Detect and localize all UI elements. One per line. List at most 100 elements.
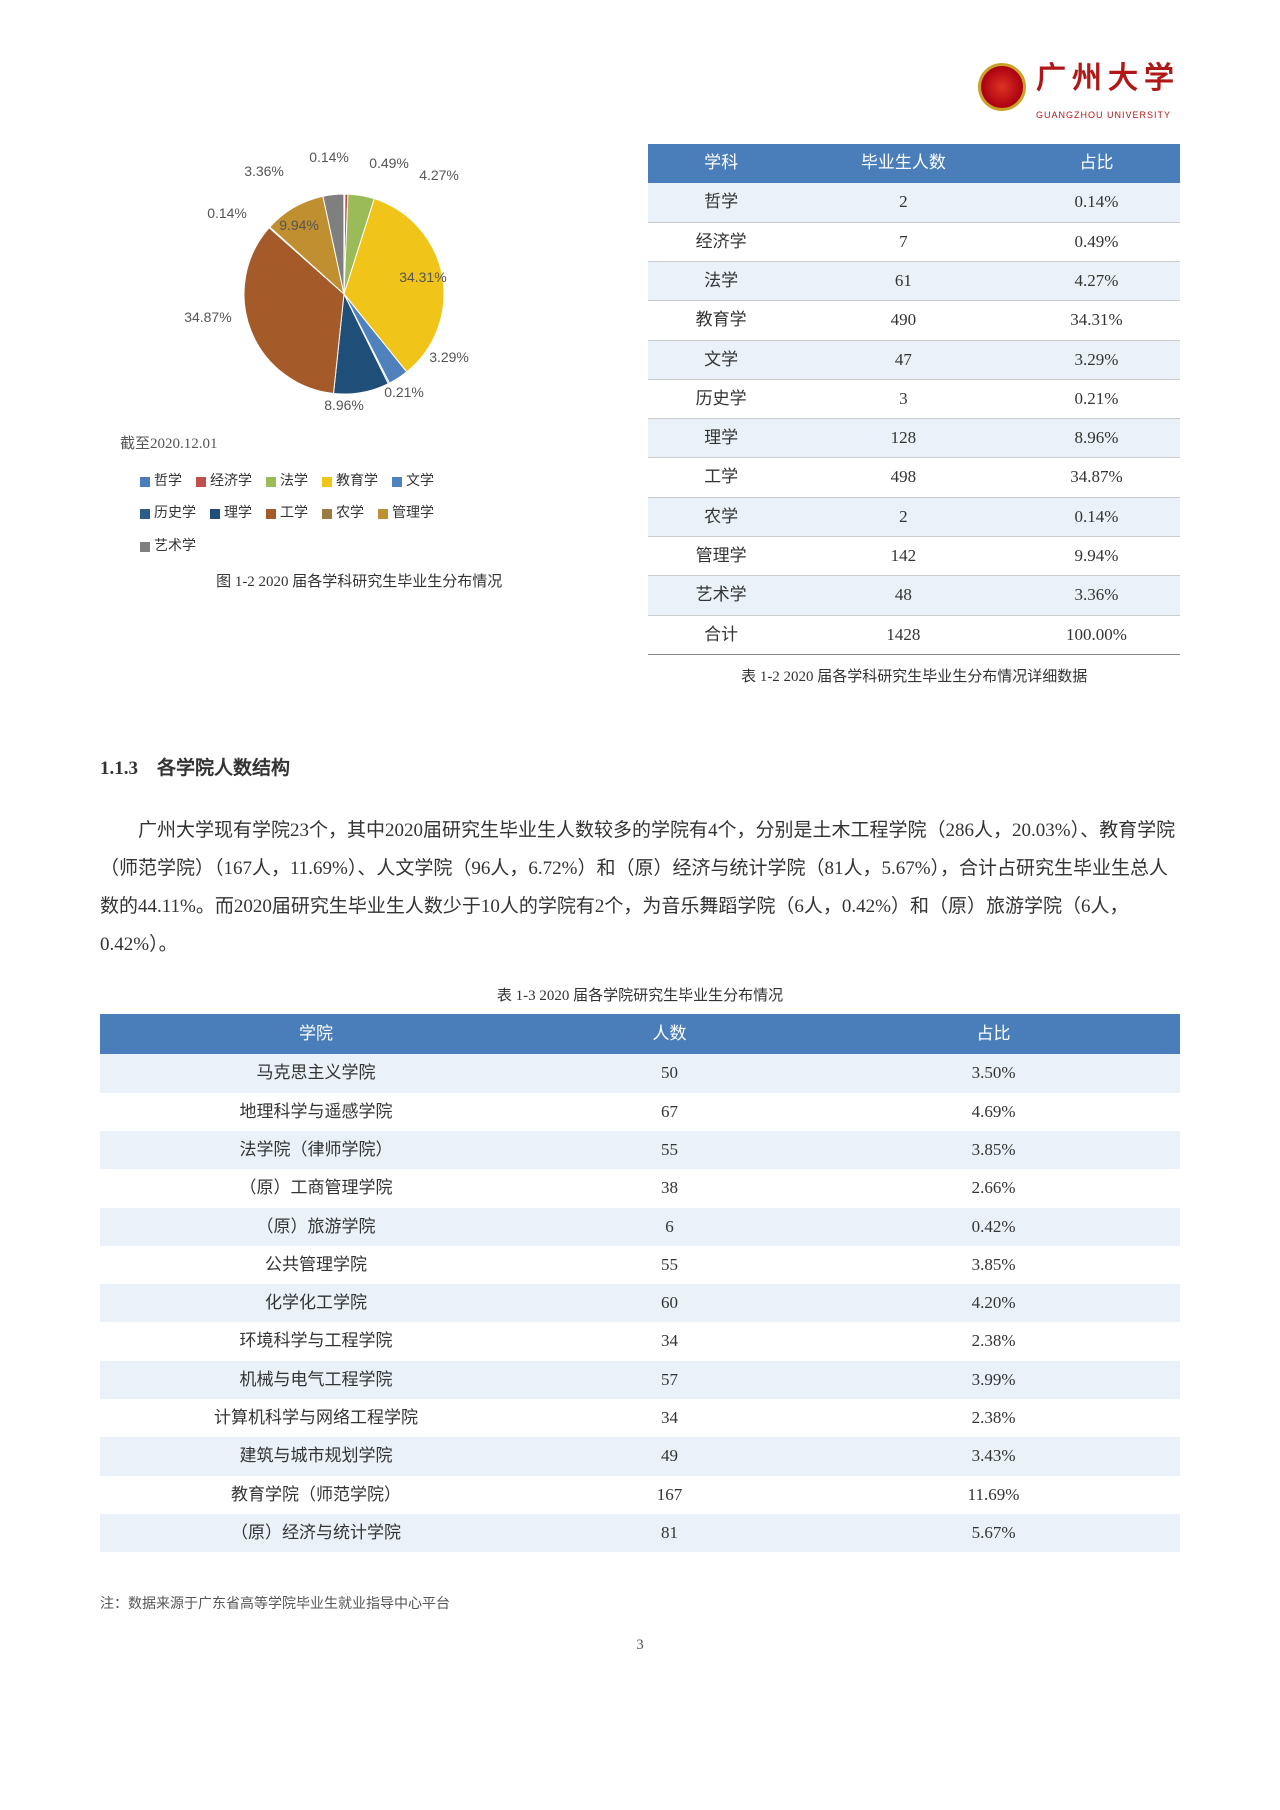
- table-cell: 81: [532, 1514, 807, 1552]
- table-row: 法学614.27%: [648, 261, 1180, 300]
- pie-legend: 哲学经济学法学教育学文学历史学理学工学农学管理学艺术学: [140, 469, 480, 561]
- table-cell: 128: [794, 419, 1013, 458]
- table2-caption: 表 1-3 2020 届各学院研究生毕业生分布情况: [100, 982, 1180, 1011]
- legend-item: 法学: [266, 469, 308, 496]
- pie-caption: 图 1-2 2020 届各学科研究生毕业生分布情况: [100, 568, 618, 597]
- table-header-cell: 学院: [100, 1014, 532, 1054]
- table-row: 计算机科学与网络工程学院342.38%: [100, 1399, 1180, 1437]
- table-cell: 167: [532, 1476, 807, 1514]
- pie-slice-label: 3.36%: [244, 158, 284, 185]
- table-cell: 2.38%: [807, 1399, 1180, 1437]
- legend-item: 教育学: [322, 469, 378, 496]
- legend-item: 文学: [392, 469, 434, 496]
- table1-column: 学科毕业生人数占比哲学20.14%经济学70.49%法学614.27%教育学49…: [648, 144, 1180, 691]
- table-cell: 艺术学: [648, 576, 793, 615]
- table-cell: 3.36%: [1013, 576, 1180, 615]
- section-paragraph: 广州大学现有学院23个，其中2020届研究生毕业生人数较多的学院有4个，分别是土…: [100, 812, 1180, 964]
- legend-item: 艺术学: [140, 534, 196, 561]
- table-cell: 60: [532, 1284, 807, 1322]
- table-row: 教育学院（师范学院）16711.69%: [100, 1476, 1180, 1514]
- table-cell: 5.67%: [807, 1514, 1180, 1552]
- legend-swatch: [140, 542, 150, 552]
- table-row: 化学化工学院604.20%: [100, 1284, 1180, 1322]
- table-cell: 48: [794, 576, 1013, 615]
- table-cell: 57: [532, 1361, 807, 1399]
- table-cell: 法学院（律师学院）: [100, 1131, 532, 1169]
- college-table: 学院人数占比马克思主义学院503.50%地理科学与遥感学院674.69%法学院（…: [100, 1014, 1180, 1552]
- data-source-footnote: 注：数据来源于广东省高等学院毕业生就业指导中心平台: [100, 1592, 1180, 1619]
- table-row: 马克思主义学院503.50%: [100, 1054, 1180, 1092]
- table-cell: 理学: [648, 419, 793, 458]
- table-cell: 4.27%: [1013, 261, 1180, 300]
- table-row: 机械与电气工程学院573.99%: [100, 1361, 1180, 1399]
- table-cell: （原）经济与统计学院: [100, 1514, 532, 1552]
- table-header-cell: 人数: [532, 1014, 807, 1054]
- table-header-cell: 占比: [1013, 144, 1180, 183]
- table-cell: 教育学: [648, 301, 793, 340]
- table-cell: 61: [794, 261, 1013, 300]
- table-cell: 4.69%: [807, 1093, 1180, 1131]
- table-row: 地理科学与遥感学院674.69%: [100, 1093, 1180, 1131]
- legend-swatch: [140, 477, 150, 487]
- legend-label: 经济学: [210, 469, 252, 496]
- legend-item: 理学: [210, 501, 252, 528]
- legend-swatch: [322, 477, 332, 487]
- table-row: 历史学30.21%: [648, 379, 1180, 418]
- table-cell: 47: [794, 340, 1013, 379]
- table-cell: 马克思主义学院: [100, 1054, 532, 1092]
- table-cell: 文学: [648, 340, 793, 379]
- table-cell: 3.99%: [807, 1361, 1180, 1399]
- legend-swatch: [266, 477, 276, 487]
- pie-slice-label: 0.14%: [207, 200, 247, 227]
- table-row: （原）工商管理学院382.66%: [100, 1169, 1180, 1207]
- table-cell: 67: [532, 1093, 807, 1131]
- table-row: 管理学1429.94%: [648, 537, 1180, 576]
- pie-slice-label: 8.96%: [324, 392, 364, 419]
- table-row: 工学49834.87%: [648, 458, 1180, 497]
- legend-swatch: [378, 509, 388, 519]
- table-cell: 0.14%: [1013, 497, 1180, 536]
- legend-item: 管理学: [378, 501, 434, 528]
- table-row: 法学院（律师学院）553.85%: [100, 1131, 1180, 1169]
- table-cell: 3.50%: [807, 1054, 1180, 1092]
- table-cell: 计算机科学与网络工程学院: [100, 1399, 532, 1437]
- table-cell: 建筑与城市规划学院: [100, 1437, 532, 1475]
- table-cell: 机械与电气工程学院: [100, 1361, 532, 1399]
- table-row: （原）旅游学院60.42%: [100, 1208, 1180, 1246]
- table-header-cell: 毕业生人数: [794, 144, 1013, 183]
- legend-swatch: [266, 509, 276, 519]
- table-header-cell: 学科: [648, 144, 793, 183]
- logo-text: 广州大学 GUANGZHOU UNIVERSITY: [1036, 50, 1180, 124]
- legend-label: 管理学: [392, 501, 434, 528]
- table-cell: 49: [532, 1437, 807, 1475]
- legend-label: 理学: [224, 501, 252, 528]
- logo-seal-icon: [978, 63, 1026, 111]
- table-cell: 3: [794, 379, 1013, 418]
- table-row: 农学20.14%: [648, 497, 1180, 536]
- page-number: 3: [100, 1631, 1180, 1660]
- table-cell: 34: [532, 1399, 807, 1437]
- legend-label: 哲学: [154, 469, 182, 496]
- legend-item: 历史学: [140, 501, 196, 528]
- university-logo: 广州大学 GUANGZHOU UNIVERSITY: [100, 50, 1180, 124]
- table-cell: 3.85%: [807, 1246, 1180, 1284]
- table-cell: 498: [794, 458, 1013, 497]
- table-cell: 法学: [648, 261, 793, 300]
- legend-label: 艺术学: [154, 534, 196, 561]
- legend-item: 经济学: [196, 469, 252, 496]
- table-row: 公共管理学院553.85%: [100, 1246, 1180, 1284]
- legend-swatch: [196, 477, 206, 487]
- table-cell: 9.94%: [1013, 537, 1180, 576]
- legend-swatch: [322, 509, 332, 519]
- logo-en: GUANGZHOU UNIVERSITY: [1036, 107, 1180, 124]
- table-cell: 经济学: [648, 222, 793, 261]
- section-heading: 1.1.3 各学院人数结构: [100, 751, 1180, 787]
- pie-slice-label: 0.21%: [384, 379, 424, 406]
- table1-caption: 表 1-2 2020 届各学科研究生毕业生分布情况详细数据: [648, 663, 1180, 692]
- table-cell: 3.85%: [807, 1131, 1180, 1169]
- legend-label: 文学: [406, 469, 434, 496]
- pie-slice-label: 4.27%: [419, 162, 459, 189]
- table-cell: 100.00%: [1013, 615, 1180, 654]
- legend-label: 法学: [280, 469, 308, 496]
- table-cell: 38: [532, 1169, 807, 1207]
